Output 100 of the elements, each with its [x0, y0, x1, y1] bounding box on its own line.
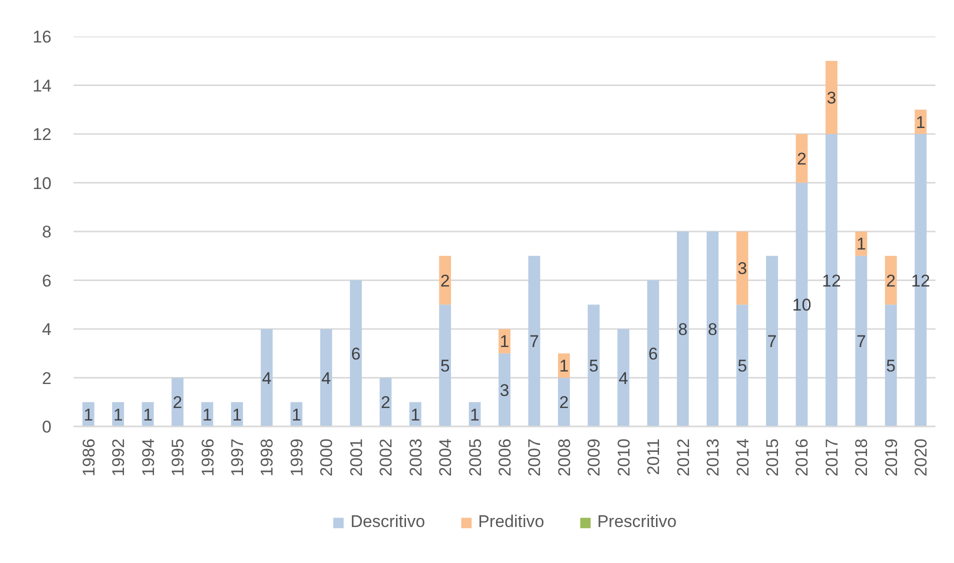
data-label: 1 [500, 332, 510, 352]
x-tick-label: 2013 [704, 438, 723, 476]
x-tick-label: 1994 [138, 438, 158, 476]
x-tick-label: 1986 [79, 438, 98, 476]
bar [588, 304, 600, 426]
bar [498, 353, 510, 426]
data-label: 6 [648, 344, 658, 364]
x-tick-label: 2015 [763, 438, 782, 476]
data-label: 5 [738, 356, 748, 376]
x-tick-label: 2006 [496, 438, 514, 476]
legend-label: Prescritivo [597, 512, 677, 532]
x-tick-label: 1992 [109, 438, 128, 476]
data-label: 12 [911, 271, 930, 290]
data-label: 3 [500, 380, 510, 400]
data-label: 1 [232, 405, 242, 424]
x-tick-label: 2004 [436, 438, 456, 476]
x-tick-label: 2008 [554, 438, 574, 476]
data-label: 5 [440, 356, 450, 376]
data-label: 1 [143, 405, 153, 424]
legend-label: Descritivo [350, 512, 426, 532]
data-label: 3 [826, 88, 836, 108]
bar [172, 378, 184, 426]
y-tick-label: 0 [42, 418, 52, 436]
y-tick-label: 10 [32, 174, 52, 193]
data-label: 2 [559, 393, 569, 412]
x-tick-label: 2020 [912, 438, 931, 476]
data-label: 7 [767, 332, 777, 352]
bar [558, 378, 570, 426]
bar [647, 280, 660, 426]
data-label: 6 [351, 344, 361, 364]
bar [706, 232, 719, 426]
data-label: 2 [886, 271, 896, 290]
y-tick-label: 16 [32, 28, 52, 46]
data-label: 4 [618, 368, 628, 388]
x-tick-label: 2001 [346, 438, 366, 476]
data-label: 12 [822, 271, 841, 290]
x-tick-label: 2000 [317, 438, 336, 476]
data-label: 1 [856, 234, 866, 254]
x-tick-label: 1997 [228, 438, 247, 476]
x-tick-label: 1998 [258, 438, 277, 476]
x-tick-label: 2011 [644, 438, 664, 476]
bar [439, 304, 451, 426]
bar [766, 256, 778, 426]
data-label: 1 [559, 356, 569, 376]
bar [320, 329, 332, 426]
y-tick-label: 4 [42, 320, 52, 339]
x-tick-label: 2009 [584, 438, 604, 476]
bar [855, 256, 868, 426]
data-label: 5 [886, 356, 896, 376]
x-tick-label: 2007 [525, 438, 544, 476]
x-tick-label: 1996 [198, 438, 218, 476]
bar [736, 304, 748, 426]
data-label: 1 [410, 405, 420, 424]
data-label: 7 [529, 332, 539, 352]
data-label: 1 [916, 112, 926, 132]
data-label: 10 [792, 296, 812, 315]
legend-label: Preditivo [478, 512, 544, 532]
x-tick-label: 1999 [287, 438, 306, 476]
x-tick-label: 2018 [852, 438, 872, 476]
data-label: 7 [856, 332, 866, 352]
bar [439, 256, 451, 305]
bar [617, 329, 630, 426]
data-label: 1 [84, 405, 94, 424]
data-label: 8 [708, 320, 718, 339]
bar [350, 280, 362, 426]
x-tick-label: 2010 [614, 438, 634, 476]
data-label: 3 [738, 259, 748, 278]
bar [884, 256, 897, 305]
x-tick-label: 1995 [168, 438, 188, 476]
data-label: 4 [321, 368, 331, 388]
data-label: 8 [678, 320, 688, 339]
bar [884, 304, 897, 426]
y-tick-label: 14 [32, 76, 52, 96]
bar [380, 378, 392, 426]
bar [826, 60, 838, 134]
bar [736, 232, 748, 305]
x-tick-label: 2012 [674, 438, 693, 476]
data-label: 5 [588, 356, 598, 376]
x-tick-label: 2019 [882, 438, 901, 476]
data-label: 2 [797, 149, 806, 168]
data-label: 2 [172, 393, 182, 412]
data-label: 1 [292, 405, 302, 424]
x-tick-label: 2014 [733, 438, 752, 476]
data-label: 4 [262, 368, 272, 388]
data-label: 1 [202, 405, 212, 424]
y-tick-label: 2 [42, 368, 52, 388]
data-label: 1 [470, 405, 480, 424]
x-tick-label: 2005 [466, 438, 485, 476]
bar [676, 232, 689, 426]
x-tick-label: 2017 [822, 438, 842, 476]
data-label: 2 [440, 271, 450, 290]
x-tick-label: 2002 [376, 438, 396, 476]
x-tick-label: 2003 [406, 438, 426, 476]
bar [528, 256, 540, 426]
bar [260, 329, 273, 426]
data-label: 1 [113, 405, 123, 424]
data-label: 2 [380, 393, 390, 412]
x-tick-label: 2016 [792, 438, 812, 476]
y-tick-label: 6 [42, 271, 52, 290]
y-tick-label: 8 [42, 222, 52, 242]
